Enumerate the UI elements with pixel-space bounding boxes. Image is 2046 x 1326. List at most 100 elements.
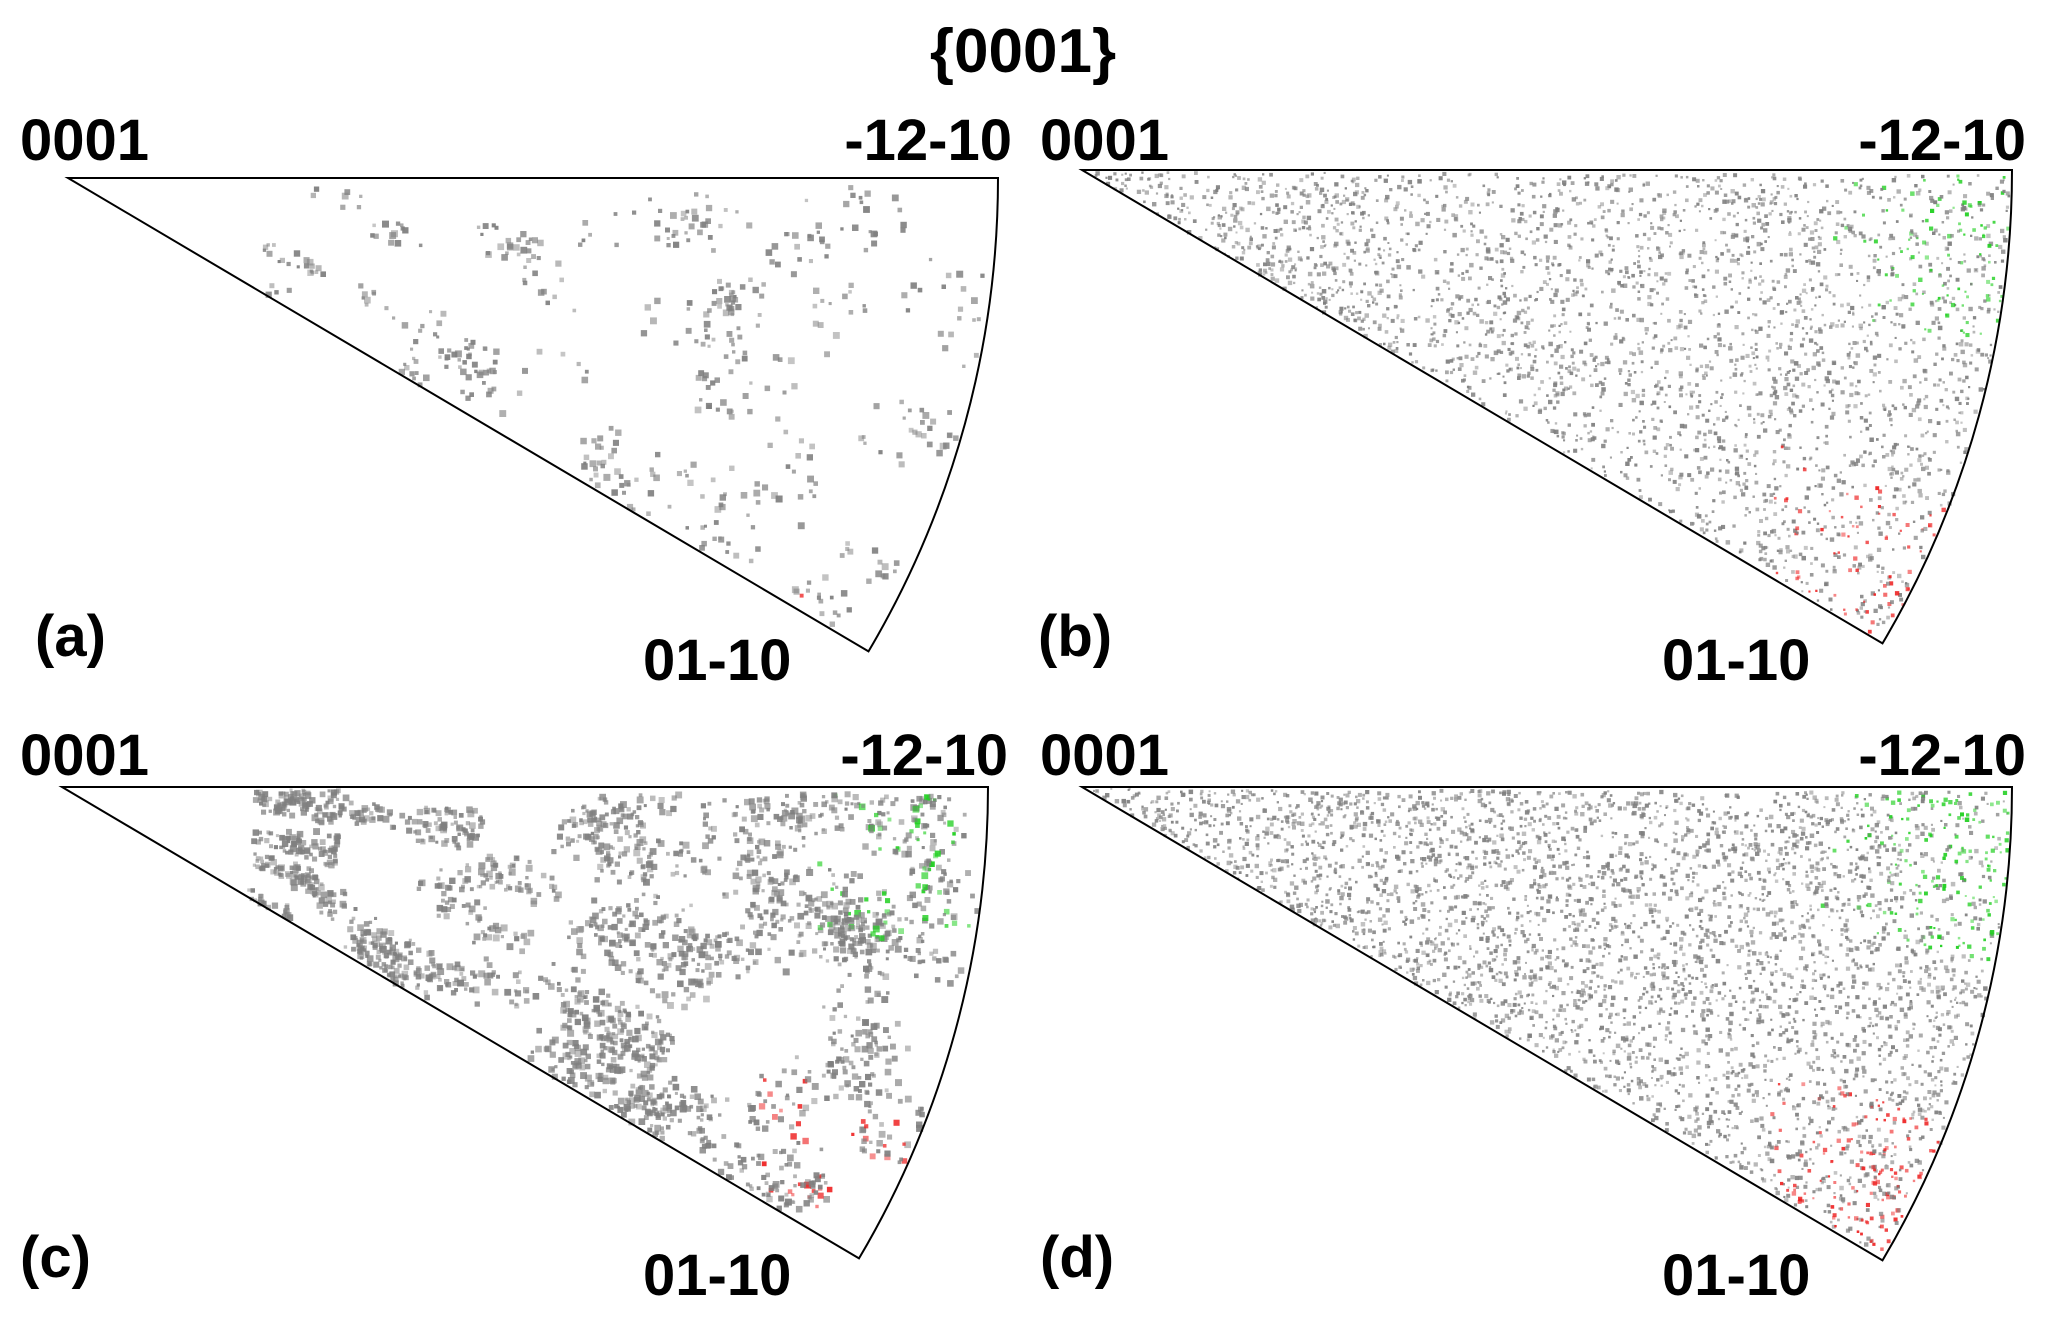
pole-point <box>1814 229 1818 232</box>
pole-point <box>1866 278 1871 283</box>
pole-point <box>1438 176 1443 181</box>
pole-point <box>1818 236 1822 240</box>
pole-point <box>1583 177 1586 180</box>
pole-point <box>1532 182 1537 187</box>
pole-point <box>733 954 741 962</box>
pole-point <box>1485 202 1490 207</box>
pole-point <box>1915 242 1919 246</box>
pole-point <box>1656 246 1659 250</box>
pole-point <box>1458 297 1461 301</box>
pole-point <box>1527 353 1531 357</box>
pole-point <box>1261 196 1265 201</box>
pole-point <box>332 858 338 864</box>
pole-point <box>1643 214 1647 218</box>
pole-point <box>1822 206 1827 211</box>
pole-point <box>1776 347 1779 350</box>
pole-point <box>1625 476 1630 480</box>
pole-point <box>1474 365 1479 370</box>
pole-point <box>466 347 470 351</box>
pole-point <box>775 919 780 924</box>
pole-point <box>454 965 461 972</box>
pole-point <box>876 1140 883 1147</box>
pole-point <box>1952 390 1956 394</box>
pole-point <box>1913 358 1919 363</box>
pole-point <box>1847 310 1851 314</box>
pole-point <box>1820 476 1825 481</box>
pole-point <box>1515 356 1519 361</box>
pole-point <box>1799 446 1802 449</box>
pole-point <box>1632 432 1635 436</box>
pole-point <box>1718 469 1722 473</box>
pole-point <box>1798 217 1802 220</box>
pole-point <box>1703 345 1707 350</box>
pole-point <box>833 946 840 953</box>
pole-point <box>882 933 890 940</box>
pole-point <box>1716 257 1720 260</box>
pole-point <box>506 884 511 889</box>
pole-point <box>666 1107 672 1113</box>
pole-point <box>1465 196 1470 201</box>
pole-point <box>761 282 766 287</box>
pole-point <box>641 1105 647 1111</box>
pole-point <box>1958 411 1961 414</box>
pole-point <box>1868 323 1871 327</box>
pole-point <box>772 878 779 885</box>
pole-point <box>1813 221 1818 226</box>
pole-point <box>1731 202 1734 205</box>
pole-point <box>1519 211 1524 216</box>
pole-point <box>1280 233 1284 237</box>
pole-point <box>686 300 693 306</box>
pole-point <box>1758 543 1763 548</box>
pole-point <box>1505 363 1509 367</box>
pole-point <box>314 807 319 812</box>
pole-point <box>453 820 458 825</box>
pole-point <box>1788 211 1792 215</box>
pole-point <box>1907 569 1912 574</box>
pole-point <box>1628 373 1632 377</box>
pole-point <box>1863 239 1867 243</box>
pole-point <box>1938 273 1942 278</box>
pole-point <box>355 817 361 822</box>
pole-point <box>582 220 589 226</box>
pole-point <box>1828 390 1833 394</box>
pole-point <box>1445 370 1449 375</box>
pole-point <box>1321 296 1326 300</box>
pole-point <box>1446 308 1450 312</box>
pole-point <box>622 813 629 820</box>
pole-point <box>1385 194 1390 200</box>
pole-point <box>1425 211 1430 216</box>
pole-point <box>1717 323 1721 326</box>
pole-point <box>749 942 757 949</box>
pole-point <box>666 1048 670 1053</box>
pole-point <box>844 1049 849 1053</box>
pole-point <box>1824 441 1829 445</box>
pole-point <box>844 791 851 798</box>
pole-point <box>1386 174 1389 177</box>
pole-point <box>519 948 525 955</box>
pole-point <box>1754 342 1758 346</box>
pole-point <box>583 1017 591 1025</box>
pole-point <box>1879 389 1882 393</box>
pole-point <box>1815 296 1818 299</box>
pole-point <box>1866 185 1871 190</box>
pole-point <box>755 546 761 552</box>
pole-point <box>919 863 925 869</box>
pole-point <box>1861 564 1865 568</box>
pole-point <box>748 558 754 564</box>
pole-point <box>1810 325 1813 329</box>
pole-point <box>1739 488 1743 492</box>
pole-point <box>264 854 270 860</box>
pole-point <box>844 1080 851 1087</box>
pole-point <box>1343 252 1346 255</box>
pole-point <box>1401 175 1405 179</box>
pole-point <box>1831 399 1834 402</box>
pole-point <box>1703 432 1707 437</box>
pole-point <box>729 337 735 343</box>
pole-point <box>540 872 547 879</box>
pole-point <box>1657 193 1662 198</box>
pole-point <box>1891 251 1896 256</box>
pole-point <box>707 404 712 409</box>
pole-point <box>1704 474 1709 479</box>
pole-point <box>1988 359 1993 364</box>
pole-point <box>840 227 844 231</box>
